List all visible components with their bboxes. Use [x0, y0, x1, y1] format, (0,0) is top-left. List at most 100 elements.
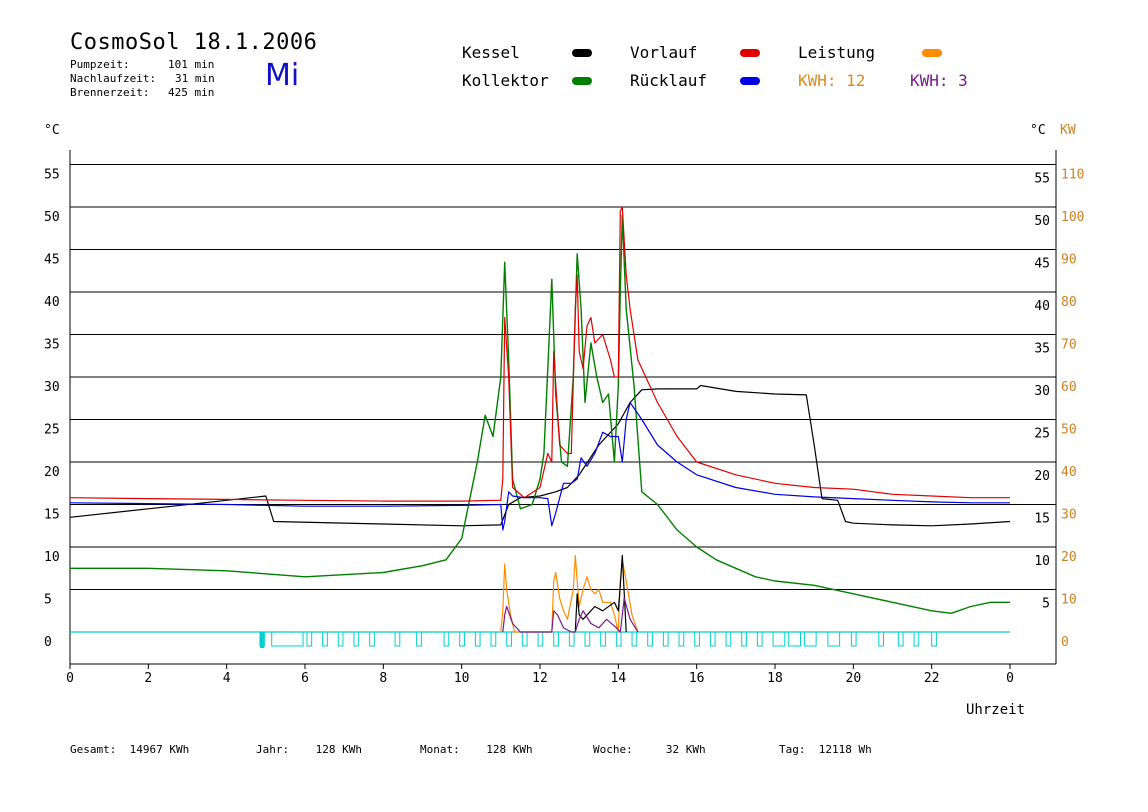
y2-tick-label: 80 [1061, 295, 1077, 310]
series-line-r-cklauf [69, 401, 1010, 531]
x-tick-label: 0 [1006, 671, 1014, 686]
stat-pumpzeit-value: 101 min [168, 58, 215, 71]
x-tick-label: 18 [767, 671, 783, 686]
pump-state-track [70, 631, 1010, 648]
y2-tick-label: 90 [1061, 253, 1077, 268]
pump-on-marker [353, 631, 360, 647]
pump-on-marker [568, 631, 575, 647]
pump-on-marker [647, 631, 653, 647]
chart-title: CosmoSol 18.1.2006 [70, 30, 318, 55]
pump-on-marker [369, 631, 375, 647]
pump-on-marker [662, 631, 669, 647]
y-axis-right-unit: °C [1030, 123, 1046, 138]
stat-nachlaufzeit-value: 31 min [175, 72, 215, 85]
pump-on-marker [521, 631, 528, 647]
y-right-tick-label: 40 [1034, 299, 1050, 314]
series-line-vorlauf [69, 206, 1010, 502]
stat-pumpzeit-label: Pumpzeit: [70, 58, 130, 71]
pump-on-marker [459, 631, 465, 647]
y2-tick-label: 70 [1061, 338, 1077, 353]
y-axis-right2-unit: KW [1060, 123, 1076, 138]
series-line-kollektor [70, 214, 1010, 614]
pump-on-marker [416, 631, 422, 647]
y2-tick-label: 50 [1061, 423, 1077, 438]
y-right-tick-label: 15 [1034, 512, 1050, 527]
y2-tick-label: 40 [1061, 465, 1077, 480]
y-left-tick-label: 40 [44, 295, 60, 310]
y-left-tick-label: 50 [44, 210, 60, 225]
pump-on-marker [850, 631, 857, 647]
stat-brennerzeit-label: Brennerzeit: [70, 86, 150, 99]
y-left-tick-label: 20 [44, 465, 60, 480]
series-line-kessel-leistung [574, 554, 627, 633]
pump-on-marker [306, 631, 313, 647]
x-tick-label: 14 [611, 671, 627, 686]
legend-vorlauf-swatch [740, 49, 760, 57]
y-left-tick-label: 30 [44, 380, 60, 395]
y-axis-left-unit: °C [44, 123, 60, 138]
y-right-tick-label: 20 [1034, 469, 1050, 484]
footer-woche: Woche: 32 KWh [593, 743, 706, 756]
footer-tag: Tag: 12118 Wh [779, 743, 872, 756]
y2-tick-label: 30 [1061, 508, 1077, 523]
pump-on-marker [631, 631, 638, 647]
pump-on-marker [827, 631, 841, 647]
pump-on-marker [443, 631, 450, 647]
legend-vorlauf-label: Vorlauf [630, 43, 698, 62]
chart-grid [70, 164, 1056, 590]
chart-axes [69, 150, 1057, 669]
pump-on-marker [600, 631, 606, 647]
y-right-tick-label: 35 [1034, 342, 1050, 357]
y2-tick-label: 100 [1061, 210, 1084, 225]
legend-ruecklauf-swatch [740, 77, 760, 85]
pump-on-marker [490, 631, 497, 647]
y-left-tick-label: 25 [44, 423, 60, 438]
x-tick-label: 16 [689, 671, 705, 686]
legend-kollektor-swatch [572, 77, 592, 85]
chart-series [69, 206, 1011, 633]
pump-on-marker [553, 631, 559, 647]
pump-on-marker [897, 631, 904, 647]
pump-on-marker [584, 631, 591, 647]
x-tick-label: 10 [454, 671, 470, 686]
pump-on-marker [678, 631, 685, 647]
pump-on-marker [788, 631, 801, 647]
pump-on-marker [741, 631, 747, 647]
y-left-tick-label: 15 [44, 508, 60, 523]
y2-tick-label: 10 [1061, 593, 1077, 608]
y-right-tick-label: 45 [1034, 257, 1050, 272]
pump-on-marker [271, 631, 304, 647]
x-tick-label: 6 [301, 671, 309, 686]
pump-on-marker [537, 631, 544, 647]
x-tick-label: 2 [144, 671, 152, 686]
y-left-tick-label: 0 [44, 635, 52, 650]
legend-kollektor-label: Kollektor [462, 71, 549, 90]
y2-tick-label: 110 [1061, 168, 1084, 183]
y2-tick-label: 0 [1061, 635, 1069, 650]
pump-on-marker [506, 631, 512, 647]
pump-on-marker [694, 631, 700, 647]
y-left-tick-label: 5 [44, 593, 52, 608]
x-axis-label: Uhrzeit [966, 702, 1026, 718]
x-tick-label: 4 [223, 671, 231, 686]
y-right-tick-label: 30 [1034, 384, 1050, 399]
x-tick-label: 22 [924, 671, 940, 686]
y-right-tick-label: 5 [1042, 597, 1050, 612]
chart-labels: 0 2 4 6 8 10 12 14 16 18 20 22 005101520253035404550… [44, 168, 1084, 687]
x-tick-label: 0 [66, 671, 74, 686]
legend-kwh2-label: KWH: 3 [910, 71, 968, 90]
pump-on-marker [322, 631, 328, 647]
weekday-label: Mi [265, 58, 300, 93]
y2-tick-label: 60 [1061, 380, 1077, 395]
y-right-tick-label: 10 [1034, 554, 1050, 569]
stat-brennerzeit-value: 425 min [168, 86, 215, 99]
x-tick-label: 20 [846, 671, 862, 686]
y-right-tick-label: 55 [1034, 172, 1050, 187]
pump-on-marker [913, 631, 920, 647]
footer-jahr: Jahr: 128 KWh [256, 743, 362, 756]
stat-nachlaufzeit-label: Nachlaufzeit: [70, 72, 157, 85]
legend-ruecklauf-label: Rücklauf [630, 71, 708, 90]
pump-on-marker [772, 631, 786, 647]
pump-on-marker [725, 631, 732, 647]
